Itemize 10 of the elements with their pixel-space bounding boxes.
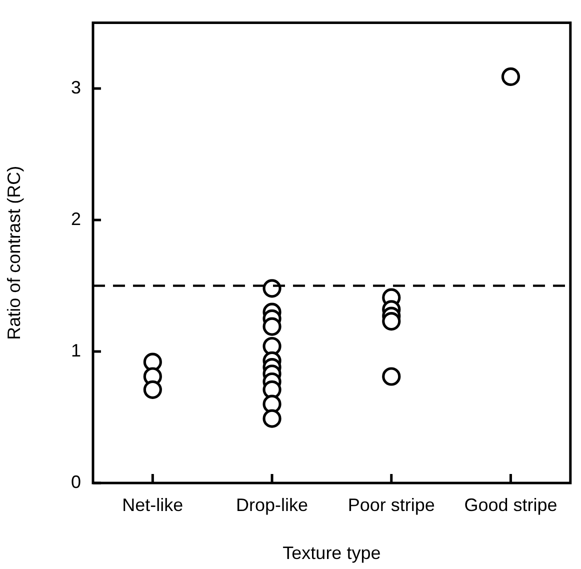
y-tick-label: 2 (70, 208, 81, 229)
x-tick-label: Poor stripe (348, 494, 435, 515)
x-axis-title: Texture type (282, 543, 381, 564)
y-axis-title: Ratio of contrast (RC) (4, 166, 24, 340)
x-tick-label: Good stripe (464, 494, 558, 515)
x-tick-label: Net-like (122, 494, 184, 515)
y-tick-label: 1 (70, 340, 81, 360)
y-tick-label: 3 (70, 78, 81, 98)
y-tick-label: 0 (70, 472, 81, 492)
x-tick-label: Drop-like (236, 494, 308, 515)
